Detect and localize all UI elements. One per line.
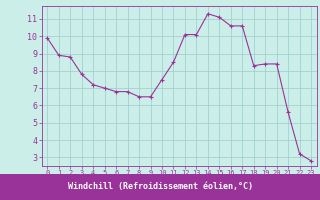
Text: Windchill (Refroidissement éolien,°C): Windchill (Refroidissement éolien,°C) (68, 182, 252, 192)
